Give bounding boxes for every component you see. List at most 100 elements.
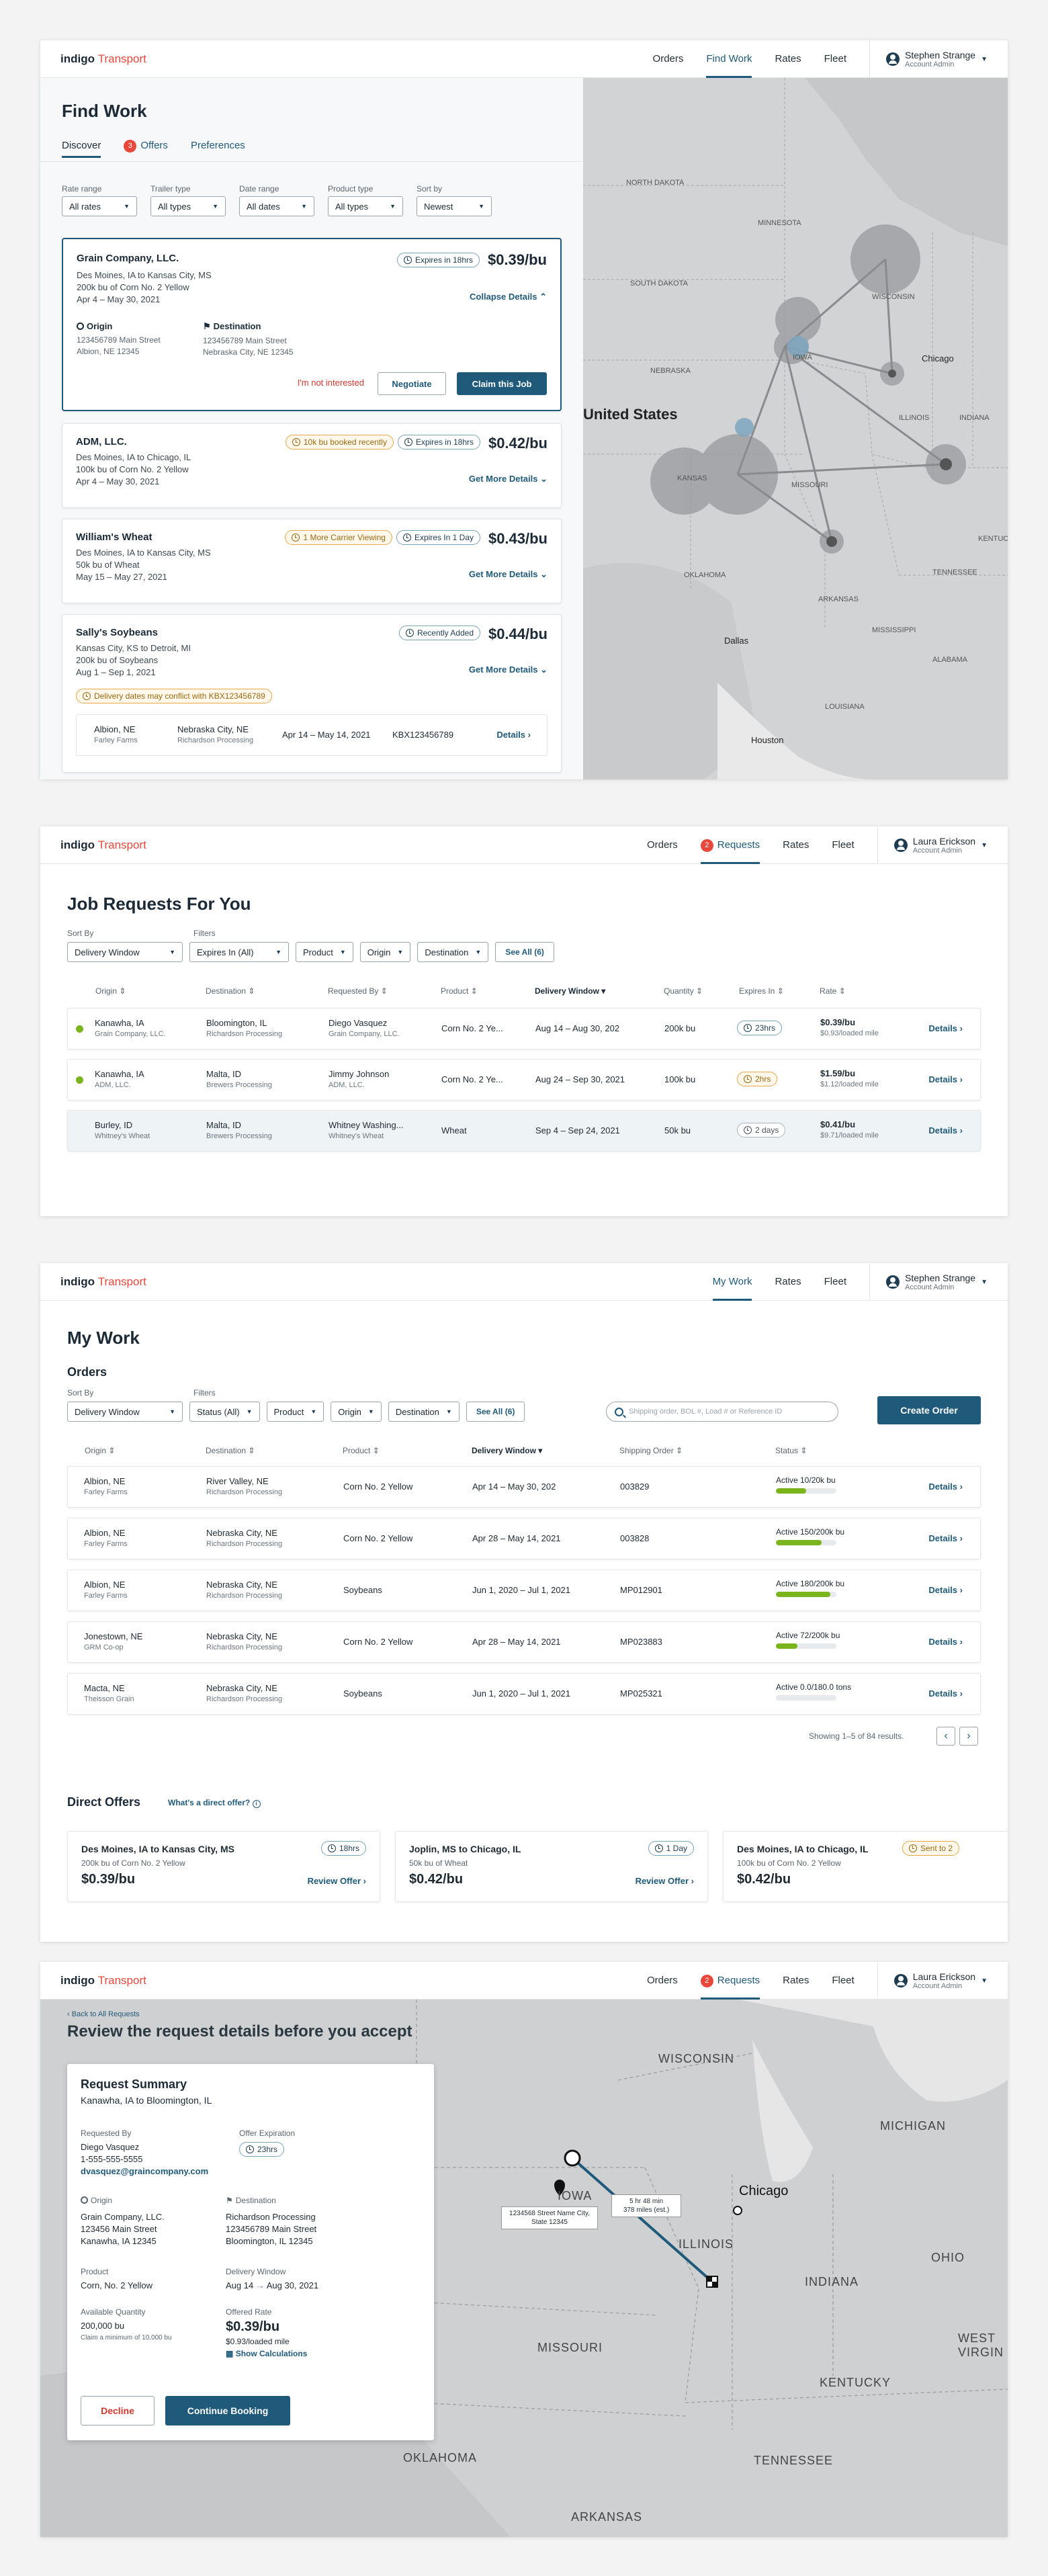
order-search-input[interactable]: Shipping order, BOL #, Load # or Referen… <box>606 1402 838 1422</box>
col-header[interactable]: Shipping Order ⇕ <box>619 1446 683 1455</box>
routes-map[interactable]: United States NORTH DAKOTA MINNESOTA SOU… <box>583 78 1008 779</box>
col-header[interactable]: Expires In ⇕ <box>739 986 784 996</box>
nav-find-work[interactable]: Find Work <box>706 40 752 78</box>
job-card[interactable]: ADM, LLC. Des Moines, IA to Chicago, IL … <box>62 423 562 508</box>
destination-filter[interactable]: Destination <box>417 942 489 962</box>
details-link[interactable]: Details › <box>928 1688 963 1699</box>
user-menu[interactable]: Stephen Strange Account Admin ▼ <box>869 1263 988 1301</box>
table-row[interactable]: Albion, NE Farley Farms Nebraska City, NE R… <box>67 1570 981 1611</box>
nav-requests[interactable]: 2 Requests <box>700 1962 760 2000</box>
direct-offer-card[interactable]: Joplin, MS to Chicago, IL 1 Day 50k bu o… <box>395 1831 708 1902</box>
tab-offers[interactable]: 3 Offers <box>124 140 168 158</box>
tab-preferences[interactable]: Preferences <box>190 140 245 151</box>
details-link[interactable]: Details › <box>928 1023 963 1033</box>
nav-fleet[interactable]: Fleet <box>832 1975 855 1986</box>
table-row[interactable]: Kanawha, IA ADM, LLC. Malta, ID Brewers Pr… <box>67 1059 981 1101</box>
sort-select[interactable]: Newest <box>417 196 492 216</box>
direct-offer-card[interactable]: Des Moines, IA to Chicago, IL Sent to 2 … <box>723 1831 1008 1902</box>
col-header[interactable]: Destination ⇕ <box>206 986 255 996</box>
col-header[interactable]: Status ⇕ <box>775 1446 807 1455</box>
nav-requests[interactable]: 2 Requests <box>700 826 760 864</box>
col-header[interactable]: Rate ⇕ <box>820 986 846 996</box>
show-calculations-link[interactable]: ▦ Show Calculations <box>226 2349 308 2358</box>
nav-orders[interactable]: Orders <box>652 53 684 65</box>
user-menu[interactable]: Laura Erickson Account Admin ▼ <box>877 1962 988 2000</box>
prev-page-button[interactable]: ‹ <box>936 1727 955 1746</box>
col-header[interactable]: Delivery Window ▾ <box>535 986 606 996</box>
details-link[interactable]: Details › <box>928 1125 963 1135</box>
nav-orders[interactable]: Orders <box>646 839 678 851</box>
create-order-button[interactable]: Create Order <box>877 1396 981 1424</box>
sort-select[interactable]: Delivery Window <box>67 942 183 962</box>
table-row[interactable]: Albion, NE Farley Farms Nebraska City, NE R… <box>67 1518 981 1559</box>
nav-orders[interactable]: Orders <box>646 1975 678 1986</box>
review-offer-link[interactable]: Review Offer › <box>635 1876 694 1886</box>
col-header[interactable]: Requested By ⇕ <box>328 986 388 996</box>
origin-filter[interactable]: Origin <box>359 942 411 962</box>
col-header[interactable]: Product ⇕ <box>441 986 478 996</box>
job-card-selected[interactable]: Grain Company, LLC. Des Moines, IA to Ka… <box>62 238 562 411</box>
table-row[interactable]: Albion, NE Farley Farms River Valley, NE Ri… <box>67 1466 981 1508</box>
logo[interactable]: indigo Transport <box>60 1275 146 1288</box>
details-link[interactable]: Details › <box>928 1482 963 1492</box>
details-link[interactable]: Details › <box>928 1074 963 1084</box>
user-menu[interactable]: Stephen Strange Account Admin ▼ <box>869 40 988 78</box>
nav-my-work[interactable]: My Work <box>712 1263 752 1301</box>
nav-rates[interactable]: Rates <box>783 839 810 851</box>
product-filter[interactable]: Product <box>266 1402 324 1422</box>
details-link[interactable]: Details › <box>928 1585 963 1595</box>
nav-rates[interactable]: Rates <box>775 1276 801 1287</box>
back-link[interactable]: ‹ Back to All Requests <box>67 2010 140 2018</box>
details-link[interactable]: Details › <box>928 1637 963 1647</box>
continue-booking-button[interactable]: Continue Booking <box>165 2396 290 2425</box>
job-card[interactable]: William's Wheat Des Moines, IA to Kansas… <box>62 519 562 603</box>
decline-button[interactable]: Decline <box>81 2396 155 2425</box>
col-header[interactable]: Product ⇕ <box>343 1446 380 1455</box>
see-all-button[interactable]: See All (6) <box>466 1402 525 1422</box>
logo[interactable]: indigo Transport <box>60 52 146 65</box>
details-link[interactable]: Details › <box>928 1533 963 1543</box>
logo[interactable]: indigo Transport <box>60 1974 146 1987</box>
sort-select[interactable]: Delivery Window <box>67 1402 183 1422</box>
nav-fleet[interactable]: Fleet <box>824 1276 846 1287</box>
col-header[interactable]: Origin ⇕ <box>85 1446 116 1455</box>
origin-filter[interactable]: Origin <box>331 1402 382 1422</box>
rate-range-select[interactable]: All rates <box>62 196 137 216</box>
direct-offer-help-link[interactable]: What's a direct offer? i <box>168 1798 261 1808</box>
direct-offer-card[interactable]: Des Moines, IA to Kansas City, MS 18hrs … <box>67 1831 380 1902</box>
table-row[interactable]: Burley, ID Whitney's Wheat Malta, ID Brewe… <box>67 1110 981 1152</box>
table-row[interactable]: Kanawha, IA Grain Company, LLC. Bloomingt… <box>67 1008 981 1049</box>
conflict-details-link[interactable]: Details › <box>496 730 531 740</box>
table-row[interactable]: Jonestown, NE GRM Co-op Nebraska City, NE R… <box>67 1621 981 1663</box>
expires-filter[interactable]: Expires In (All) <box>189 942 289 962</box>
nav-fleet[interactable]: Fleet <box>824 53 846 65</box>
nav-fleet[interactable]: Fleet <box>832 839 855 851</box>
negotiate-button[interactable]: Negotiate <box>378 372 446 395</box>
requester-email-link[interactable]: dvasquez@graincompany.com <box>81 2166 209 2176</box>
table-row[interactable]: Macta, NE Theisson Grain Nebraska City, NE… <box>67 1673 981 1715</box>
get-details-link[interactable]: Get More Details ⌄ <box>468 474 548 484</box>
destination-filter[interactable]: Destination <box>388 1402 460 1422</box>
col-header[interactable]: Origin ⇕ <box>95 986 126 996</box>
trailer-type-select[interactable]: All types <box>150 196 226 216</box>
job-card[interactable]: Sally's Soybeans Kansas City, KS to Detr… <box>62 614 562 773</box>
nav-rates[interactable]: Rates <box>783 1975 810 1986</box>
status-filter[interactable]: Status (All) <box>189 1402 260 1422</box>
not-interested-link[interactable]: I'm not interested <box>297 378 364 388</box>
product-type-select[interactable]: All types <box>328 196 403 216</box>
user-menu[interactable]: Laura Erickson Account Admin ▼ <box>877 826 988 864</box>
col-header[interactable]: Destination ⇕ <box>206 1446 255 1455</box>
get-details-link[interactable]: Get More Details ⌄ <box>468 569 548 579</box>
get-details-link[interactable]: Get More Details ⌄ <box>468 664 548 675</box>
date-range-select[interactable]: All dates <box>239 196 314 216</box>
logo[interactable]: indigo Transport <box>60 839 146 851</box>
review-offer-link[interactable]: Review Offer › <box>307 1876 366 1886</box>
next-page-button[interactable]: › <box>959 1727 978 1746</box>
nav-rates[interactable]: Rates <box>775 53 801 65</box>
collapse-details-link[interactable]: Collapse Details ⌃ <box>470 292 547 302</box>
see-all-button[interactable]: See All (6) <box>495 942 554 962</box>
conflict-row[interactable]: Albion, NE Farley Farms Nebraska City, NE… <box>76 714 548 756</box>
product-filter[interactable]: Product <box>296 942 353 962</box>
col-header[interactable]: Quantity ⇕ <box>664 986 703 996</box>
col-header[interactable]: Delivery Window ▾ <box>472 1446 543 1455</box>
